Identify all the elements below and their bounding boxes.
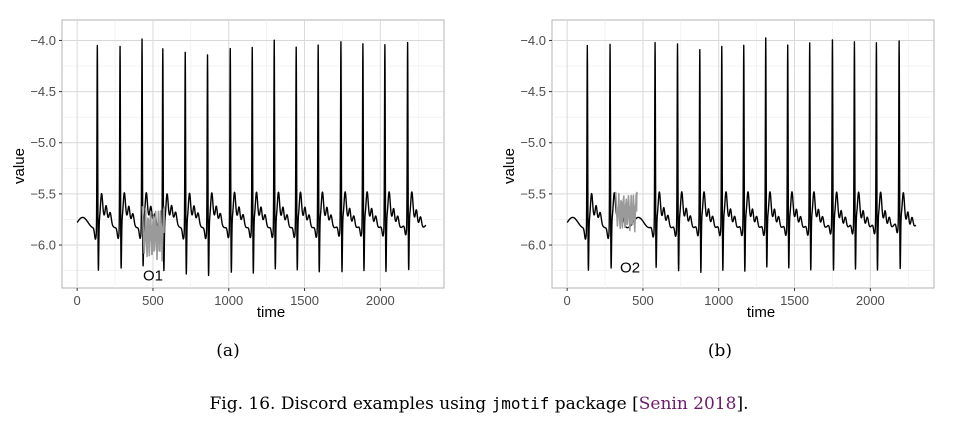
series-line bbox=[76, 38, 427, 277]
x-tick-label: 2000 bbox=[856, 293, 885, 308]
y-axis-title: value bbox=[11, 148, 28, 184]
x-axis-title: time bbox=[747, 304, 775, 321]
x-tick-label: 2000 bbox=[366, 293, 395, 308]
discord-label-o2: O2 bbox=[620, 260, 640, 277]
caption-citation-link[interactable]: Senin 2018 bbox=[638, 394, 737, 414]
panel-label-b: (b) bbox=[708, 341, 732, 361]
panel-label-a: (a) bbox=[216, 341, 239, 361]
y-tick-label: −4.5 bbox=[30, 84, 56, 99]
caption-code: jmotif bbox=[491, 394, 550, 413]
x-tick-label: 1000 bbox=[214, 293, 243, 308]
y-tick-label: −4.0 bbox=[520, 33, 546, 48]
y-tick-label: −5.5 bbox=[30, 186, 56, 201]
x-tick-label: 1000 bbox=[704, 293, 733, 308]
discord-segment-o2 bbox=[614, 191, 638, 233]
x-tick-label: 1500 bbox=[290, 293, 319, 308]
x-tick-label: 0 bbox=[564, 293, 571, 308]
y-tick-label: −6.0 bbox=[30, 238, 56, 253]
discord-segment-o1 bbox=[141, 206, 166, 262]
chart-panel-a: 0 500 1000 1500 2000 −4.0 −4.5 −5.0 −5.5 −6.0 time… bbox=[11, 19, 445, 361]
x-tick-label: 500 bbox=[632, 293, 654, 308]
y-tick-label: −4.0 bbox=[30, 33, 56, 48]
x-axis-title: time bbox=[257, 304, 285, 321]
discord-label-o1: O1 bbox=[143, 268, 163, 285]
y-tick-label: −5.0 bbox=[30, 135, 56, 150]
figure-caption: Fig. 16. Discord examples using jmotif p… bbox=[0, 394, 958, 414]
figure-charts: 0 500 1000 1500 2000 −4.0 −4.5 −5.0 −5.5 −6.0 time… bbox=[11, 19, 935, 361]
caption-prefix: Fig. 16. Discord examples using bbox=[209, 394, 492, 414]
caption-middle: package [ bbox=[549, 394, 639, 414]
x-tick-label: 1500 bbox=[780, 293, 809, 308]
y-tick-label: −5.5 bbox=[520, 186, 546, 201]
caption-suffix: ]. bbox=[736, 394, 749, 414]
x-tick-label: 0 bbox=[74, 293, 81, 308]
y-tick-label: −4.5 bbox=[520, 84, 546, 99]
y-axis-title: value bbox=[501, 148, 518, 184]
chart-panel-b: 0 500 1000 1500 2000 −4.0 −4.5 −5.0 −5.5 −6.0 time… bbox=[501, 19, 935, 361]
y-tick-label: −6.0 bbox=[520, 238, 546, 253]
y-tick-label: −5.0 bbox=[520, 135, 546, 150]
x-tick-label: 500 bbox=[142, 293, 164, 308]
